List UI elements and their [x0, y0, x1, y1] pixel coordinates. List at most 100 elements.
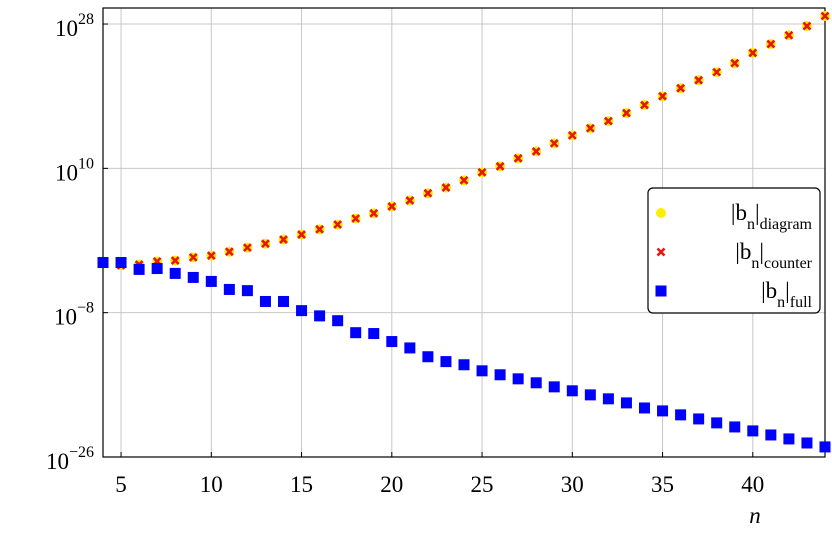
- point: [602, 393, 614, 405]
- exponent: 28: [78, 11, 94, 28]
- base: 10: [54, 305, 77, 330]
- point: [224, 247, 234, 257]
- point: [476, 365, 488, 377]
- point: [513, 153, 523, 163]
- point: [548, 381, 560, 393]
- point: [676, 83, 686, 93]
- point: [531, 146, 541, 156]
- point: [567, 130, 577, 140]
- legend-marker: [655, 285, 667, 297]
- subscript: n: [777, 294, 785, 311]
- x-tick-label: 10: [200, 472, 223, 497]
- point: [658, 91, 667, 101]
- point: [477, 167, 487, 177]
- point: [259, 295, 271, 307]
- point: [783, 433, 795, 445]
- x-tick-label: 15: [290, 472, 313, 497]
- point: [314, 310, 326, 322]
- point: [675, 409, 687, 421]
- point: [223, 283, 235, 295]
- point: [332, 315, 344, 327]
- point: [766, 39, 776, 49]
- legend-marker: [656, 247, 666, 257]
- point: [729, 421, 741, 433]
- point: [296, 305, 308, 317]
- text: |: [785, 278, 790, 303]
- subscript: n: [751, 255, 759, 272]
- x-tick-label: 40: [741, 472, 764, 497]
- point: [387, 201, 397, 211]
- point: [278, 295, 289, 307]
- legend-label: |bn|full: [761, 278, 812, 311]
- point: [423, 188, 433, 198]
- exponent: −26: [69, 444, 94, 461]
- point: [512, 373, 524, 385]
- point: [584, 389, 596, 401]
- point: [206, 251, 216, 261]
- x-tick-label: 35: [651, 472, 674, 497]
- legend-marker: [656, 208, 666, 218]
- text: |b: [761, 278, 777, 303]
- exponent: 10: [78, 155, 94, 172]
- point: [440, 356, 452, 368]
- point: [241, 285, 253, 297]
- point: [494, 369, 506, 381]
- point: [422, 351, 434, 363]
- point: [603, 116, 613, 126]
- point: [730, 58, 740, 68]
- point: [639, 402, 650, 414]
- point: [151, 263, 163, 275]
- point: [459, 175, 469, 185]
- x-tick-label: 25: [471, 472, 494, 497]
- point: [368, 328, 380, 340]
- base: 10: [55, 16, 78, 41]
- point: [261, 239, 270, 249]
- point: [784, 30, 794, 40]
- plot-frame: [102, 7, 826, 458]
- base: 10: [46, 449, 69, 474]
- point: [694, 75, 704, 85]
- subscript: diagram: [760, 216, 813, 233]
- point: [748, 48, 758, 58]
- point: [441, 183, 451, 193]
- point: [549, 138, 559, 148]
- point: [279, 235, 288, 245]
- point: [97, 257, 109, 269]
- point: [801, 437, 813, 449]
- point: [530, 377, 542, 389]
- y-tick-label: 1010: [55, 155, 94, 185]
- point: [820, 11, 830, 21]
- exponent: −8: [77, 300, 94, 317]
- point: [711, 417, 723, 429]
- point: [333, 220, 343, 229]
- point: [802, 21, 812, 31]
- point: [187, 271, 199, 283]
- point: [712, 67, 722, 77]
- text: |: [755, 200, 760, 225]
- point: [315, 224, 325, 234]
- point: [693, 413, 705, 425]
- base: 10: [55, 160, 78, 185]
- y-tick-label: 10−8: [54, 300, 94, 330]
- point: [297, 230, 306, 239]
- point: [350, 327, 362, 339]
- point: [369, 208, 379, 218]
- point: [640, 100, 649, 110]
- legend-label: |bn|diagram: [731, 200, 813, 233]
- text: |: [759, 239, 764, 264]
- subscript: n: [747, 216, 755, 233]
- point: [620, 397, 632, 409]
- point: [404, 342, 416, 354]
- point: [170, 256, 180, 265]
- point: [351, 214, 361, 223]
- point: [169, 267, 181, 279]
- point: [566, 385, 578, 397]
- text: |b: [731, 200, 747, 225]
- point: [205, 275, 217, 287]
- point: [242, 243, 252, 253]
- point: [819, 441, 831, 453]
- point: [495, 161, 505, 171]
- legend-label: |bn|counter: [735, 239, 812, 272]
- x-tick-label: 5: [115, 472, 127, 497]
